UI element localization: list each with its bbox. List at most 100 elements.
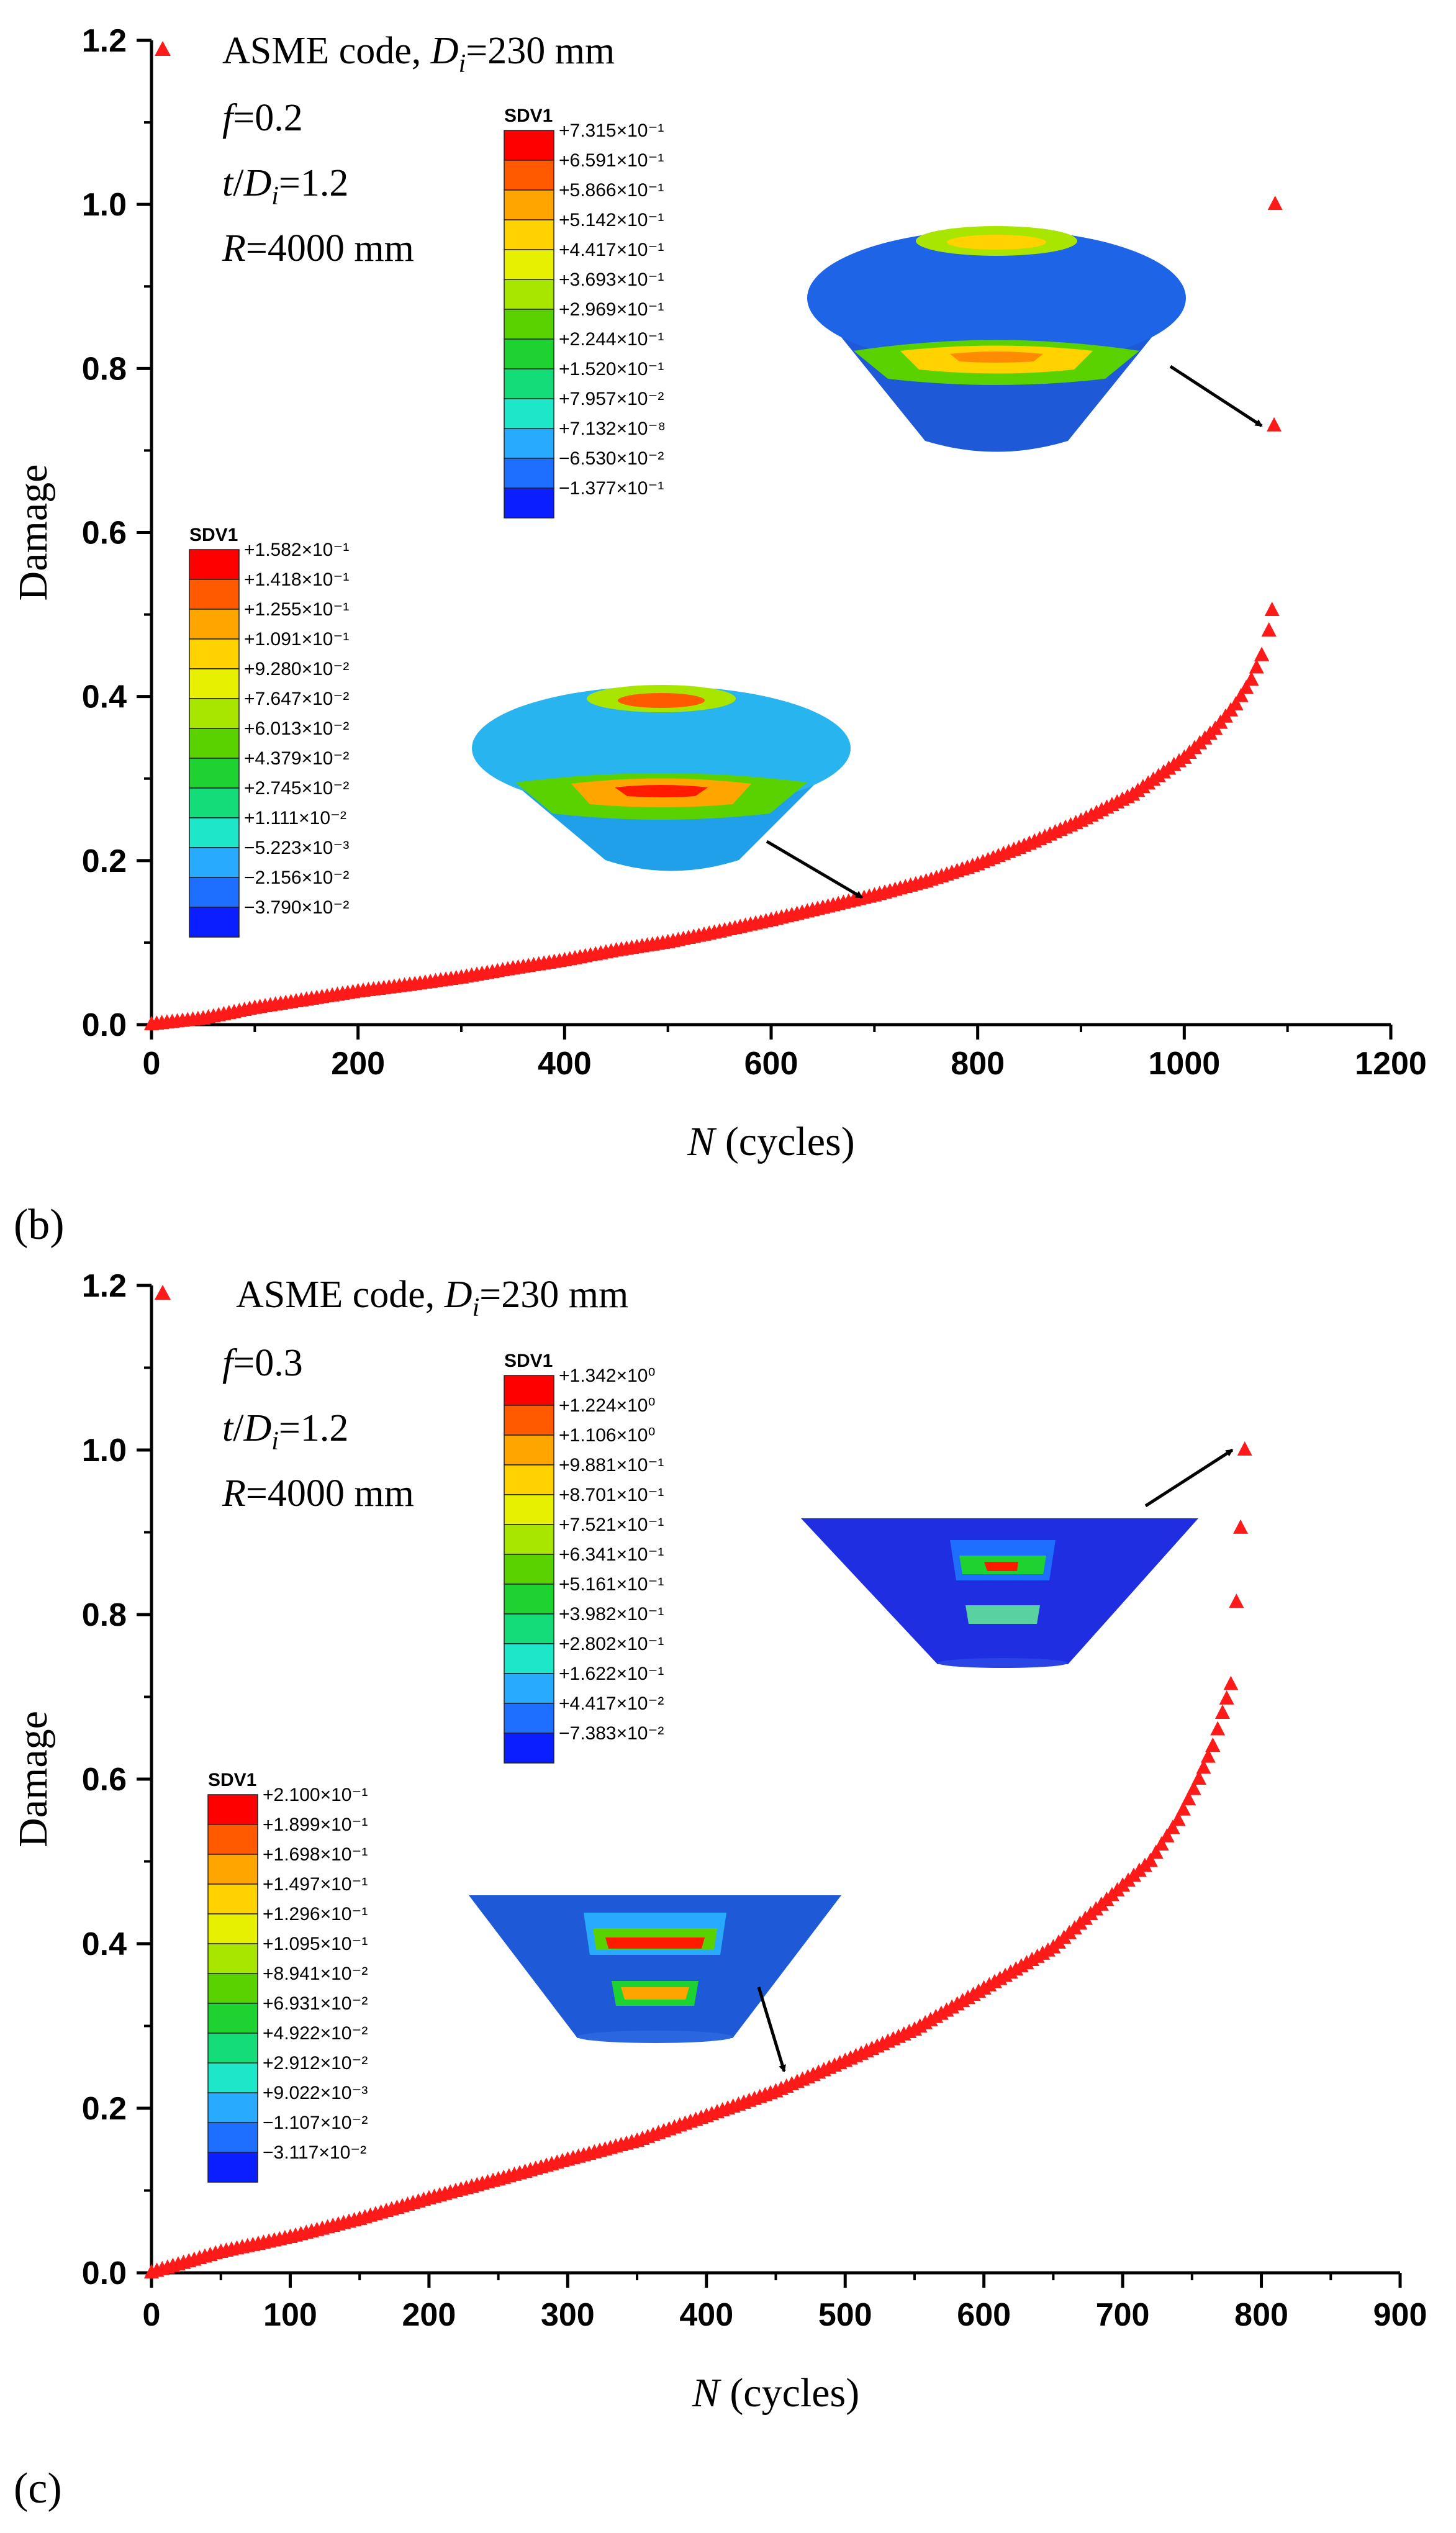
- sdv1-legend-swatch: [504, 1613, 554, 1644]
- data-point: [1074, 812, 1088, 827]
- data-point: [491, 2171, 506, 2186]
- annotations-bottom: f=0.3 t/Di=1.2 R=4000 mm: [222, 1342, 414, 1515]
- sdv1-legend-swatch: [189, 698, 240, 729]
- y-tick-label: 1.2: [82, 1268, 127, 1304]
- sdv1-legend-swatch: [207, 2062, 258, 2093]
- data-point: [1125, 786, 1141, 801]
- sdv1-legend: SDV1 +7.315×10⁻¹ +6.591×10⁻¹ +5.866×10⁻¹ +5.…: [504, 106, 666, 519]
- data-point: [1175, 1801, 1191, 1816]
- sdv1-legend: SDV1 +2.100×10⁻¹ +1.899×10⁻¹ +1.698×10⁻¹ +1.…: [207, 1770, 368, 2183]
- sdv1-legend-swatch: [189, 787, 240, 818]
- chart-panel-top: 0 200 400 600 800 1000 1200 0.0 0.2 0.4 0.6 0.8 1.0 1…: [11, 23, 1427, 1164]
- data-point: [970, 856, 985, 871]
- data-point: [1154, 1836, 1169, 1851]
- sdv1-legend-swatch: [504, 368, 554, 399]
- sdv1-legend-swatch: [504, 1375, 554, 1406]
- sdv1-legend-value: +1.091×10⁻¹: [244, 629, 349, 650]
- sdv1-legend-value: +8.941×10⁻²: [263, 1964, 368, 1984]
- sdv1-legend-swatch: [504, 1733, 554, 1764]
- x-tick-label: 600: [957, 2297, 1011, 2333]
- data-point: [402, 976, 417, 991]
- sdv1-legend-value: +1.095×10⁻¹: [263, 1934, 368, 1954]
- sdv1-legend-value: +5.142×10⁻¹: [559, 210, 664, 230]
- data-point: [1214, 1705, 1230, 1719]
- data-point: [764, 912, 779, 927]
- data-point: [1229, 1593, 1244, 1608]
- sdv1-legend-value: +1.418×10⁻¹: [244, 569, 349, 590]
- sdv1-legend-swatch: [504, 1434, 554, 1466]
- sdv1-legend-swatch: [207, 2122, 258, 2153]
- data-point: [213, 2243, 228, 2258]
- data-point: [1046, 1939, 1061, 1954]
- y-tick-label: 0.8: [82, 351, 127, 387]
- sdv1-legend-value: −1.107×10⁻²: [263, 2113, 368, 2133]
- contour-legends: SDV1 +1.582×10⁻¹ +1.418×10⁻¹ +1.255×10⁻¹ +1.…: [189, 106, 666, 2183]
- annotation-f-bottom: f=0.3: [222, 1342, 303, 1384]
- data-point: [557, 951, 572, 966]
- sdv1-legend-swatch: [207, 1794, 258, 1825]
- sdv1-legend-value: +2.244×10⁻¹: [559, 329, 664, 350]
- data-point: [1165, 1819, 1180, 1834]
- x-tick-label: 0: [143, 2297, 161, 2333]
- x-tick-label: 0: [143, 1046, 161, 1082]
- sdv1-legend-value: −3.117×10⁻²: [263, 2142, 366, 2163]
- sdv1-legend-swatch: [189, 668, 240, 699]
- panel-label-c: (c): [14, 2465, 62, 2513]
- sdv1-legend-value: +9.881×10⁻¹: [559, 1455, 664, 1475]
- x-tick-label: 700: [1096, 2297, 1150, 2333]
- y-tick-label: 1.2: [82, 23, 127, 59]
- x-tick-label: 1200: [1355, 1046, 1427, 1082]
- data-point: [1196, 1759, 1211, 1774]
- sdv1-legend-value: −2.156×10⁻²: [244, 868, 349, 888]
- data-point: [1254, 646, 1270, 661]
- data-point: [505, 960, 521, 975]
- x-tick-label: 900: [1373, 2297, 1427, 2333]
- data-point: [838, 2052, 853, 2067]
- x-tick-label: 500: [818, 2297, 872, 2333]
- chart-panel-bottom: 0 100 200 300 400 500 600 700 800 900 0.0 0.2 0.4 0.6…: [11, 1268, 1427, 2416]
- sdv1-legend-value: +7.132×10⁻⁸: [559, 419, 666, 439]
- contour-inset-bottom-upper: [801, 1518, 1198, 1668]
- x-tick-label: 300: [541, 2297, 595, 2333]
- sdv1-legend-value: +7.315×10⁻¹: [559, 120, 664, 141]
- sdv1-legend-swatch: [189, 877, 240, 908]
- data-point: [1142, 1852, 1158, 1867]
- data-point: [712, 923, 727, 938]
- x-axis-label: N (cycles): [687, 1119, 854, 1164]
- data-point: [350, 983, 366, 998]
- x-tick-label: 200: [331, 1046, 385, 1082]
- inset-arrow: [1169, 365, 1263, 427]
- sdv1-legend-value: +1.582×10⁻¹: [244, 540, 349, 560]
- data-point: [1264, 601, 1280, 616]
- data-point: [630, 2132, 645, 2147]
- sdv1-legend-swatch: [207, 2092, 258, 2123]
- y-tick-label: 0.2: [82, 2091, 127, 2127]
- sdv1-legend-value: +6.341×10⁻¹: [559, 1544, 664, 1565]
- sdv1-legend-value: +4.379×10⁻²: [244, 748, 349, 769]
- data-point: [144, 1016, 159, 1030]
- inset-arrow: [757, 1987, 786, 2073]
- sdv1-legend-swatch: [207, 1913, 258, 1944]
- data-point: [421, 2190, 436, 2204]
- sdv1-legend-swatch: [504, 1405, 554, 1436]
- sdv1-legend-value: +7.647×10⁻²: [244, 689, 349, 709]
- data-point: [1021, 835, 1037, 850]
- sdv1-legend-value: +4.417×10⁻²: [559, 1693, 664, 1714]
- sdv1-legend-value: +7.957×10⁻²: [559, 389, 664, 409]
- sdv1-legend-swatch: [504, 160, 554, 191]
- sdv1-legend-value: +6.931×10⁻²: [263, 1993, 368, 2014]
- sdv1-legend-swatch: [189, 549, 240, 580]
- sdv1-legend-value: +5.866×10⁻¹: [559, 180, 664, 201]
- sdv1-legend-swatch: [504, 249, 554, 280]
- data-point: [1233, 687, 1249, 702]
- sdv1-legend-value: +9.022×10⁻³: [263, 2083, 368, 2103]
- sdv1-legend: SDV1 +1.582×10⁻¹ +1.418×10⁻¹ +1.255×10⁻¹ +1.…: [189, 525, 349, 938]
- x-tick-label: 100: [263, 2297, 317, 2333]
- sdv1-legend-swatch: [504, 487, 554, 519]
- sdv1-legend-value: +1.255×10⁻¹: [244, 599, 349, 620]
- inset-arrow: [766, 840, 864, 899]
- sdv1-legend-title: SDV1: [208, 1770, 256, 1790]
- data-point: [1159, 1828, 1175, 1842]
- sdv1-legend-swatch: [207, 1973, 258, 2004]
- data-point: [560, 2151, 576, 2166]
